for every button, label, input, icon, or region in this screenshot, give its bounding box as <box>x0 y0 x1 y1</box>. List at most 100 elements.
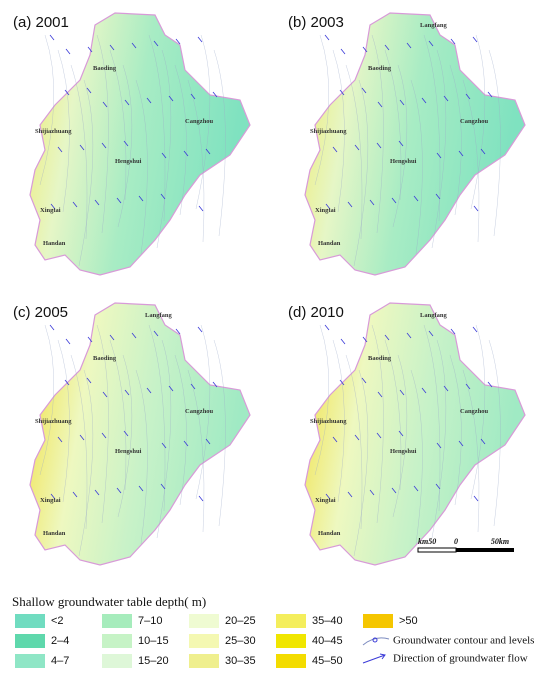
contour-line <box>410 369 423 545</box>
contour-line <box>488 339 501 527</box>
contour-line <box>57 49 70 213</box>
contour-line <box>213 339 226 527</box>
contour-line <box>392 354 408 518</box>
scale-bar-left <box>417 547 457 553</box>
flow-arrow <box>332 436 338 443</box>
flow-arrow <box>57 436 63 443</box>
flow-arrow <box>399 99 405 106</box>
legend-label: 30–35 <box>225 655 256 667</box>
legend-symbol-label: Direction of groundwater flow <box>393 653 528 665</box>
flow-arrow <box>146 97 152 104</box>
contour-line <box>78 79 94 267</box>
flow-arrow <box>72 201 78 208</box>
city-label: Langfang <box>145 312 172 319</box>
contour-line <box>187 79 205 243</box>
contour-line <box>384 339 402 491</box>
flow-arrow <box>101 432 107 439</box>
flow-arrow <box>168 95 174 102</box>
contour-line <box>96 324 109 524</box>
contour-line <box>213 49 226 237</box>
contour-line <box>135 369 148 545</box>
flow-arrow <box>325 493 331 500</box>
flow-arrow <box>480 148 486 155</box>
legend-label: 35–40 <box>312 615 343 627</box>
flow-arrow <box>65 48 71 55</box>
contour-line <box>462 79 480 243</box>
flow-arrow <box>102 101 108 108</box>
scale-bar-right <box>456 548 514 552</box>
contour-line <box>449 354 462 506</box>
contour-line <box>195 34 211 210</box>
flow-arrow <box>340 48 346 55</box>
contour-line <box>195 324 211 500</box>
map-panel: (a) 2001 Baoding Cangzhou Shijiazhuang Hengs… <box>13 12 251 276</box>
contour-line <box>431 49 447 249</box>
contour-line <box>148 34 166 222</box>
flow-arrow <box>339 379 345 386</box>
flow-arrow <box>87 336 93 343</box>
flow-arrow <box>384 44 390 51</box>
flow-arrow <box>413 195 419 202</box>
contour-line <box>423 34 441 222</box>
flow-arrow <box>347 201 353 208</box>
contour-line <box>371 324 384 524</box>
map-panel: (c) 2005 Langfang Baoding Cangzhou Shijiazhu… <box>13 302 251 566</box>
flow-arrow <box>325 203 331 210</box>
contour-line <box>135 79 148 255</box>
legend-label: 7–10 <box>138 615 162 627</box>
flow-arrow <box>198 495 204 502</box>
flow-arrow <box>443 385 449 392</box>
panel-title: (d) 2010 <box>288 304 344 321</box>
contour-line <box>332 49 345 213</box>
contour-line <box>148 324 166 512</box>
city-label: Cangzhou <box>185 408 214 415</box>
flow-arrow <box>49 34 55 41</box>
legend-label: 15–20 <box>138 655 169 667</box>
city-label: Cangzhou <box>185 118 214 125</box>
flow-arrow <box>324 34 330 41</box>
city-label: Shijiazhuang <box>310 128 347 135</box>
flow-arrow <box>487 91 493 98</box>
flow-arrow <box>480 438 486 445</box>
flow-arrow <box>212 91 218 98</box>
contour-line <box>345 354 363 530</box>
legend-swatch <box>102 614 132 628</box>
legend-label: 20–25 <box>225 615 256 627</box>
contour-line <box>470 34 486 210</box>
flow-arrow <box>473 205 479 212</box>
legend-swatch <box>189 654 219 668</box>
contour-line <box>78 369 94 557</box>
flow-arrow <box>413 485 419 492</box>
city-label: Handan <box>318 530 341 537</box>
city-label: Langfang <box>420 22 447 29</box>
flow-arrow <box>190 383 196 390</box>
flow-arrow <box>109 334 115 341</box>
region-shape <box>304 12 526 276</box>
flow-arrow <box>183 150 189 157</box>
city-label: Baoding <box>93 355 117 362</box>
flow-arrow <box>138 195 144 202</box>
flow-arrow <box>369 489 375 496</box>
city-label: Langfang <box>420 312 447 319</box>
legend-swatch <box>276 614 306 628</box>
flow-arrow <box>198 205 204 212</box>
flow-symbol <box>362 653 386 664</box>
flow-arrow <box>72 491 78 498</box>
flow-arrow <box>168 385 174 392</box>
flow-arrow <box>465 93 471 100</box>
map-panel: (d) 2010 Langfang Baoding Cangzhou Shijiazhu… <box>288 302 526 566</box>
scale-label: 50km <box>491 537 509 546</box>
legend-label: <2 <box>51 615 64 627</box>
city-label: Handan <box>43 530 66 537</box>
contour-line <box>39 34 55 186</box>
flow-arrow <box>153 330 159 337</box>
flow-arrow <box>487 381 493 388</box>
flow-arrow <box>190 93 196 100</box>
scale-label: km50 <box>418 537 436 546</box>
legend-label: 45–50 <box>312 655 343 667</box>
flow-arrow <box>450 38 456 45</box>
region-shape <box>29 12 251 276</box>
city-label: Hengshui <box>390 158 417 165</box>
city-label: Xingtai <box>40 207 61 214</box>
